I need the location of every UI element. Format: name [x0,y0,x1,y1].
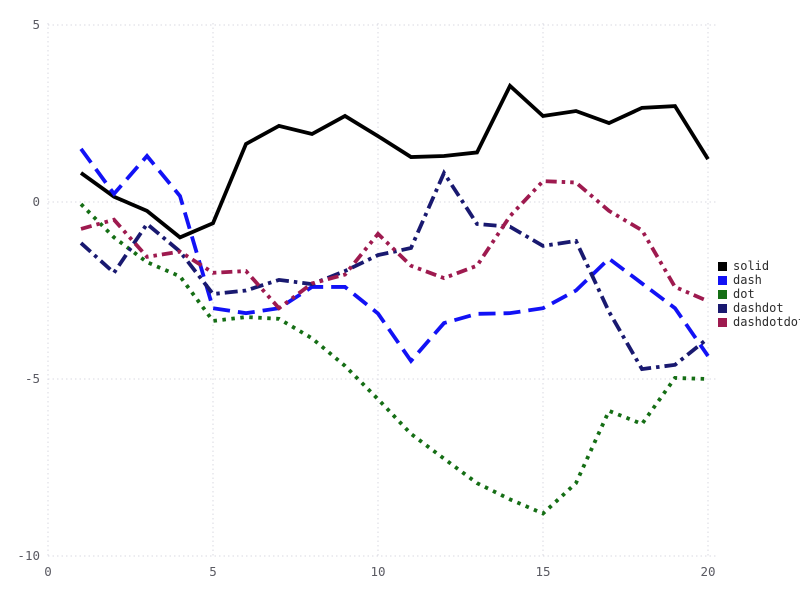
legend-swatch-icon [718,318,727,327]
legend-item-dash: dash [718,273,800,287]
legend-item-solid: solid [718,259,800,273]
x-tick-label: 0 [44,564,52,579]
x-tick-label: 20 [700,564,715,579]
legend: solid dash dot dashdot dashdotdot [718,259,800,329]
y-tick-label: -5 [25,371,40,386]
series-line-dashdot [79,168,710,372]
y-tick-label: 0 [32,194,40,209]
series-line-dash [79,147,710,365]
legend-swatch-icon [718,290,727,299]
legend-label: solid [733,259,770,273]
legend-label: dash [733,273,762,287]
legend-swatch-icon [718,304,727,313]
x-tick-label: 5 [209,564,217,579]
x-tick-label: 15 [535,564,550,579]
y-tick-label: -10 [17,548,40,563]
legend-swatch-icon [718,262,727,271]
series-line-dashdotdot [80,179,709,311]
legend-label: dashdotdot [733,315,800,329]
legend-item-dot: dot [718,287,800,301]
y-tick-label: 5 [32,17,40,32]
legend-swatch-icon [718,276,727,285]
series-line-solid [79,82,710,240]
legend-item-dashdotdot: dashdotdot [718,315,800,329]
series-line-dot [79,202,709,516]
legend-item-dashdot: dashdot [718,301,800,315]
legend-label: dot [733,287,755,301]
legend-label: dashdot [733,301,784,315]
x-tick-label: 10 [370,564,385,579]
